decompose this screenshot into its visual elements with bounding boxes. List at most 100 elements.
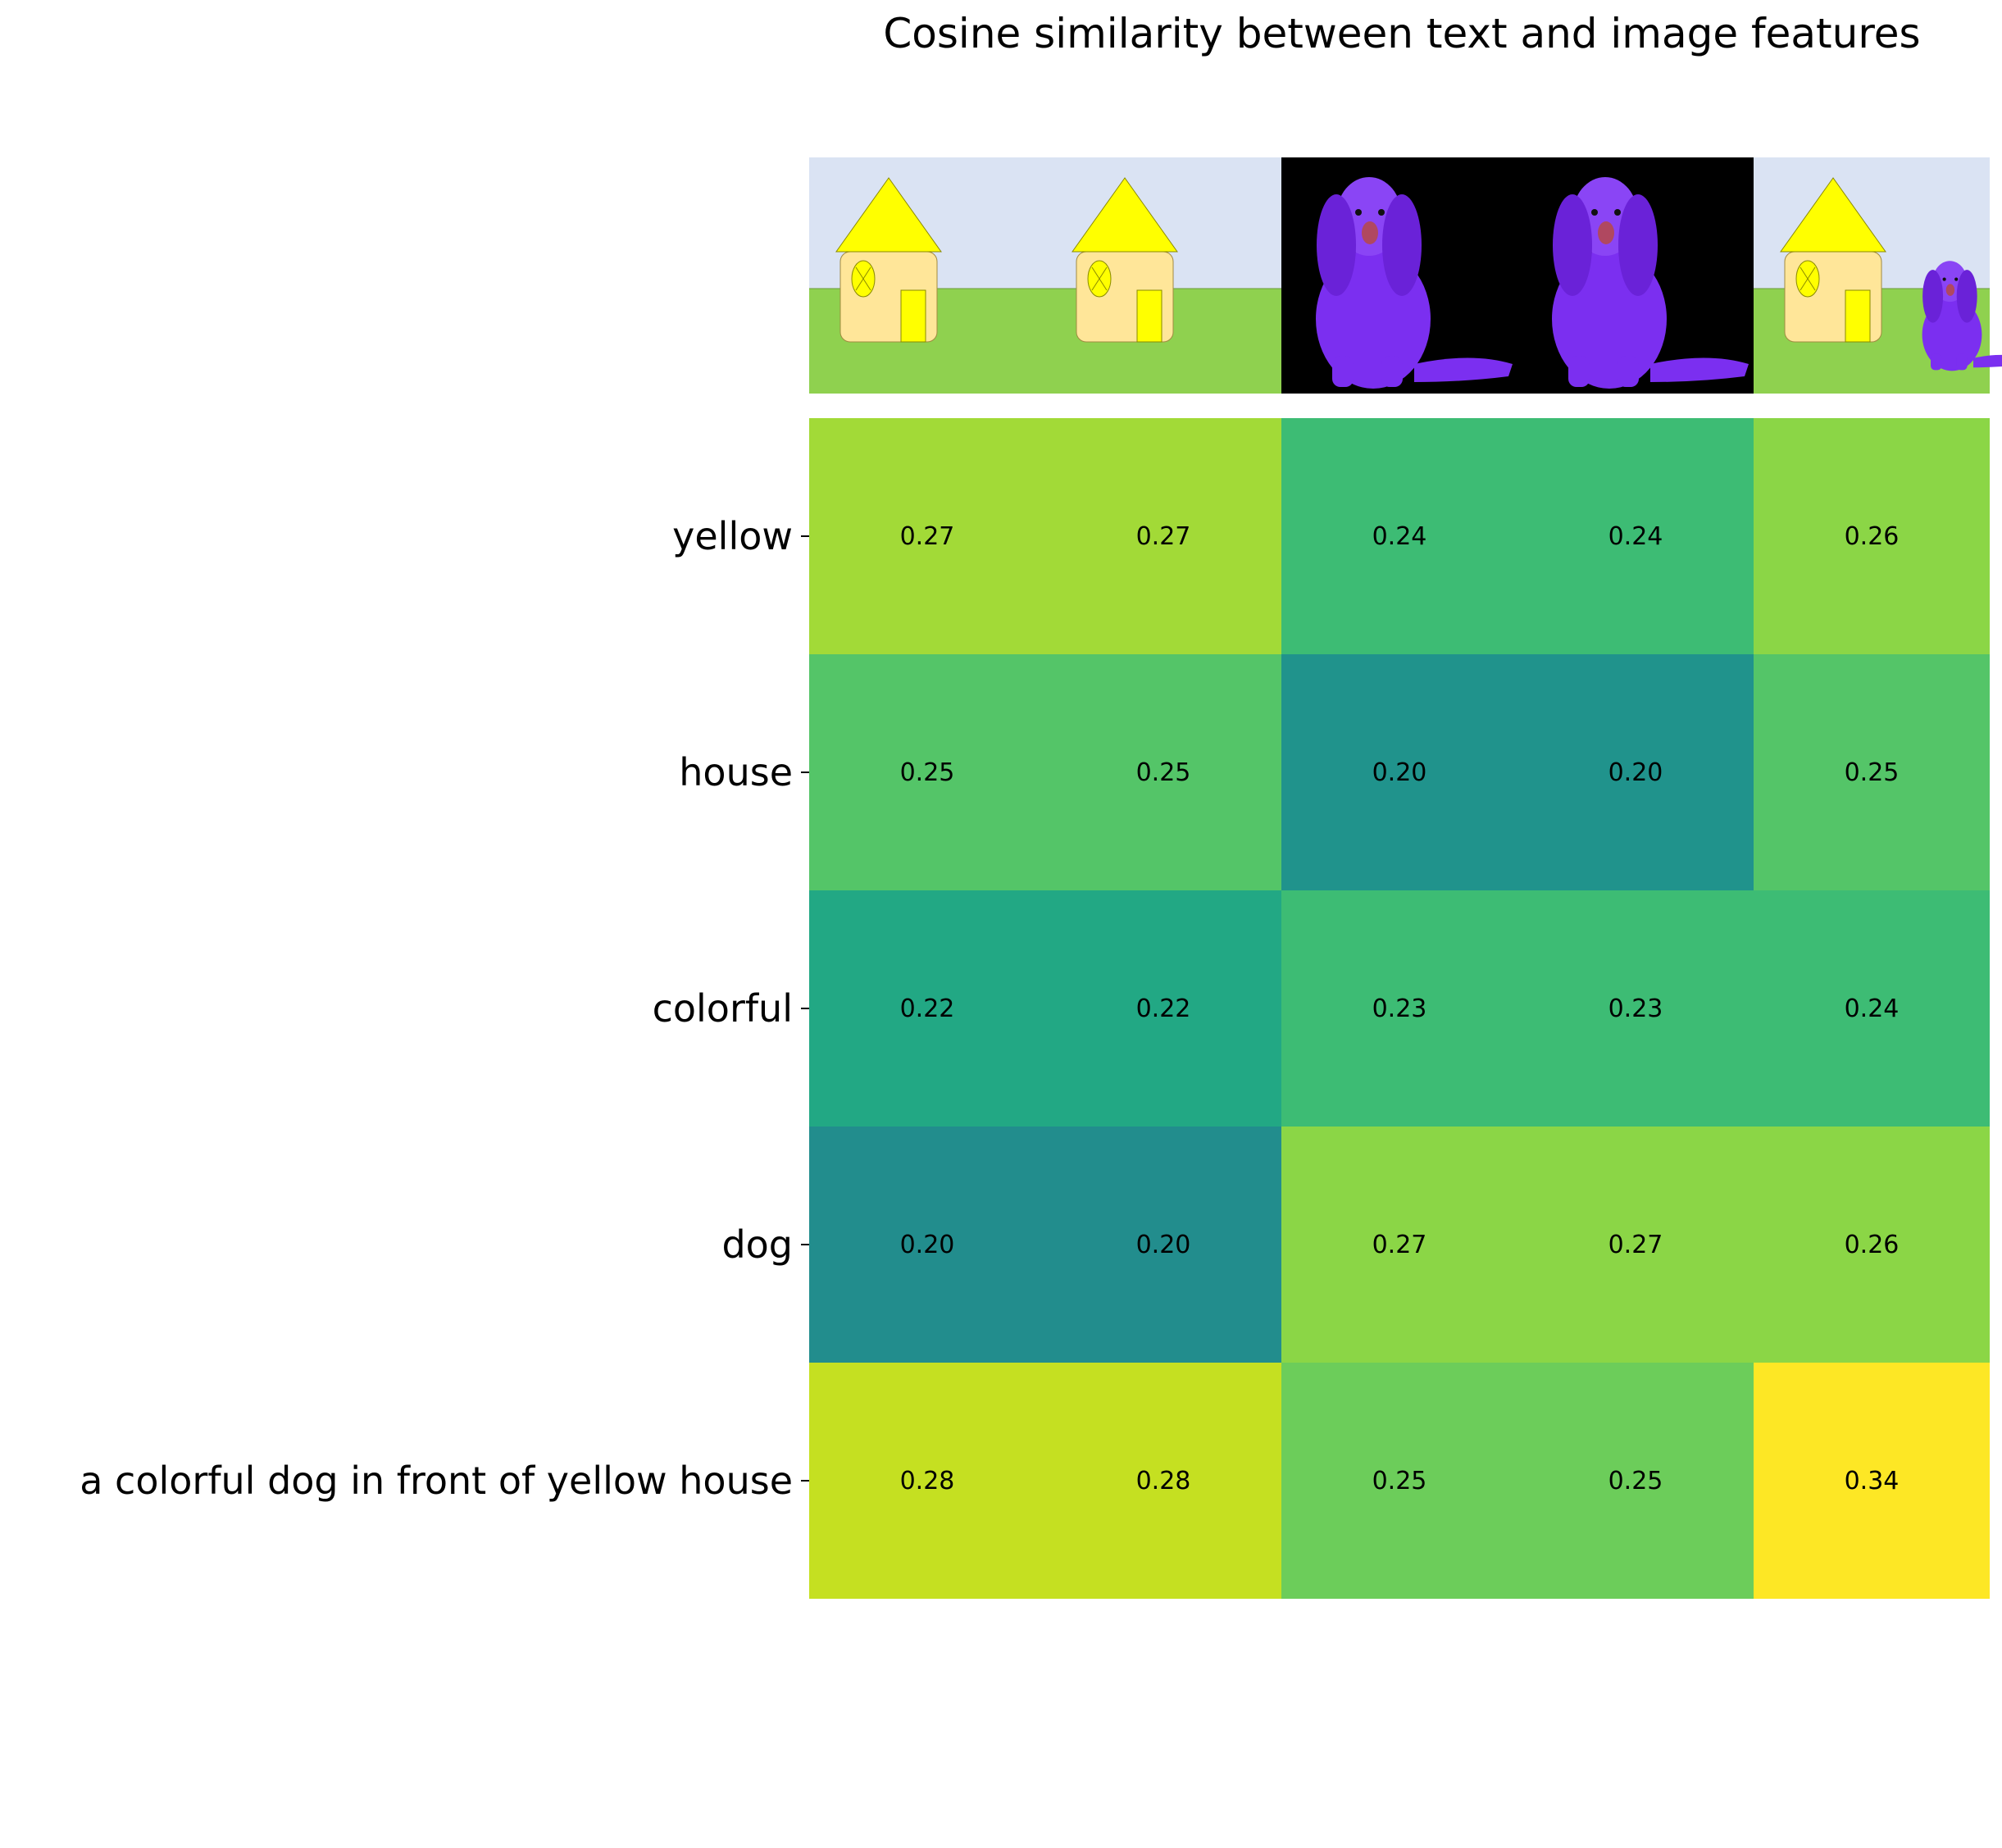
heatmap-cell xyxy=(809,1127,1045,1363)
heatmap-cell xyxy=(1045,654,1281,890)
cell-value-label: 0.20 xyxy=(900,1231,955,1259)
house-roof xyxy=(1780,177,1886,253)
house-icon xyxy=(1072,177,1178,343)
heatmap-cell xyxy=(809,654,1045,890)
dog-tail xyxy=(1650,357,1749,382)
cell-value-label: 0.25 xyxy=(900,758,955,787)
thumbnail-house xyxy=(1045,157,1281,394)
dog-leg xyxy=(1381,356,1403,387)
cell-value-label: 0.20 xyxy=(1136,1231,1191,1259)
heatmap-cell xyxy=(1281,1363,1517,1599)
cell-value-label: 0.20 xyxy=(1608,758,1663,787)
heatmap-cell xyxy=(1754,1363,1990,1599)
heatmap-cell xyxy=(1517,418,1754,654)
y-tick-label: colorful xyxy=(653,986,793,1031)
dog-eye xyxy=(1591,209,1598,216)
cell-value-label: 0.22 xyxy=(900,995,955,1023)
house-icon xyxy=(1780,177,1886,343)
cell-value-label: 0.22 xyxy=(1136,995,1191,1023)
heatmap-cells: 0.27 0.27 0.24 0.24 0.26 0.25 0.25 0.20 0.20 0.25… xyxy=(809,418,1990,1599)
cell-value-label: 0.24 xyxy=(1845,995,1900,1023)
y-tick-label: dog xyxy=(721,1222,793,1267)
cell-value-label: 0.26 xyxy=(1845,522,1900,551)
heatmap-cell xyxy=(1517,654,1754,890)
dog-leg xyxy=(1332,356,1354,387)
y-tick-label: house xyxy=(679,750,793,794)
house-roof xyxy=(1072,177,1178,253)
dog-icon xyxy=(1922,261,2002,371)
y-tick-label: yellow xyxy=(672,514,793,558)
cell-value-label: 0.27 xyxy=(1608,1231,1663,1259)
cell-value-label: 0.25 xyxy=(1608,1467,1663,1495)
cell-value-label: 0.25 xyxy=(1845,758,1900,787)
thumbnail-house xyxy=(809,157,1045,394)
cell-value-label: 0.27 xyxy=(900,522,955,551)
house-icon xyxy=(835,177,942,343)
y-axis-labels: yellow house colorful dog a colorful dog in … xyxy=(80,514,809,1503)
dog-eye xyxy=(1942,277,1946,281)
thumbnail-dog xyxy=(1517,157,1754,394)
dog-ear xyxy=(1956,270,1977,323)
cell-value-label: 0.26 xyxy=(1845,1231,1900,1259)
heatmap-cell xyxy=(1045,1363,1281,1599)
heatmap-cell xyxy=(1517,1127,1754,1363)
cell-value-label: 0.34 xyxy=(1845,1467,1900,1495)
heatmap-cell xyxy=(1281,418,1517,654)
cell-value-label: 0.28 xyxy=(1136,1467,1191,1495)
cell-value-label: 0.24 xyxy=(1372,522,1427,551)
dog-eye xyxy=(1378,209,1385,216)
cell-value-label: 0.28 xyxy=(900,1467,955,1495)
dog-icon xyxy=(1316,177,1513,389)
heatmap-cell xyxy=(1045,890,1281,1127)
heatmap-cell xyxy=(1281,654,1517,890)
heatmap-cell xyxy=(1754,654,1990,890)
house-door xyxy=(1136,289,1163,343)
dog-eye xyxy=(1954,277,1959,281)
dog-snout xyxy=(1945,284,1955,296)
heatmap-cell xyxy=(1517,890,1754,1127)
dog-eye xyxy=(1355,209,1362,216)
dog-leg xyxy=(1618,356,1639,387)
heatmap-cell xyxy=(809,1363,1045,1599)
dog-snout xyxy=(1362,221,1378,244)
dog-snout xyxy=(1598,221,1614,244)
dog-leg xyxy=(1931,353,1942,371)
dog-ear xyxy=(1922,270,1944,323)
cell-value-label: 0.27 xyxy=(1136,522,1191,551)
chart-title: Cosine similarity between text and image… xyxy=(883,10,1920,57)
thumbnail-dog xyxy=(1281,157,1517,394)
dog-leg xyxy=(1568,356,1590,387)
cell-value-label: 0.25 xyxy=(1372,1467,1427,1495)
heatmap-cell xyxy=(1045,418,1281,654)
cell-value-label: 0.20 xyxy=(1372,758,1427,787)
dog-ear xyxy=(1618,194,1658,296)
house-door xyxy=(1845,289,1871,343)
heatmap-cell xyxy=(1281,890,1517,1127)
heatmap-cell xyxy=(809,418,1045,654)
heatmap-cell xyxy=(1754,890,1990,1127)
thumbnail-house-with-dog xyxy=(1754,157,2002,394)
house-door xyxy=(900,289,926,343)
y-tick-label: a colorful dog in front of yellow house xyxy=(80,1459,793,1503)
cell-value-label: 0.25 xyxy=(1136,758,1191,787)
house-roof xyxy=(835,177,942,253)
heatmap-cell xyxy=(1517,1363,1754,1599)
dog-ear xyxy=(1553,194,1592,296)
dog-tail xyxy=(1973,354,2002,368)
cell-value-label: 0.23 xyxy=(1608,995,1663,1023)
heatmap-cell xyxy=(809,890,1045,1127)
dog-tail xyxy=(1414,357,1513,382)
heatmap-cell xyxy=(1281,1127,1517,1363)
cell-value-label: 0.23 xyxy=(1372,995,1427,1023)
cell-value-label: 0.27 xyxy=(1372,1231,1427,1259)
heatmap-cell xyxy=(1754,1127,1990,1363)
dog-ear xyxy=(1382,194,1422,296)
image-thumbnails xyxy=(809,157,2002,394)
cell-value-label: 0.24 xyxy=(1608,522,1663,551)
heatmap-cell xyxy=(1754,418,1990,654)
dog-icon xyxy=(1552,177,1749,389)
dog-ear xyxy=(1317,194,1356,296)
dog-eye xyxy=(1614,209,1621,216)
dog-leg xyxy=(1956,353,1968,371)
